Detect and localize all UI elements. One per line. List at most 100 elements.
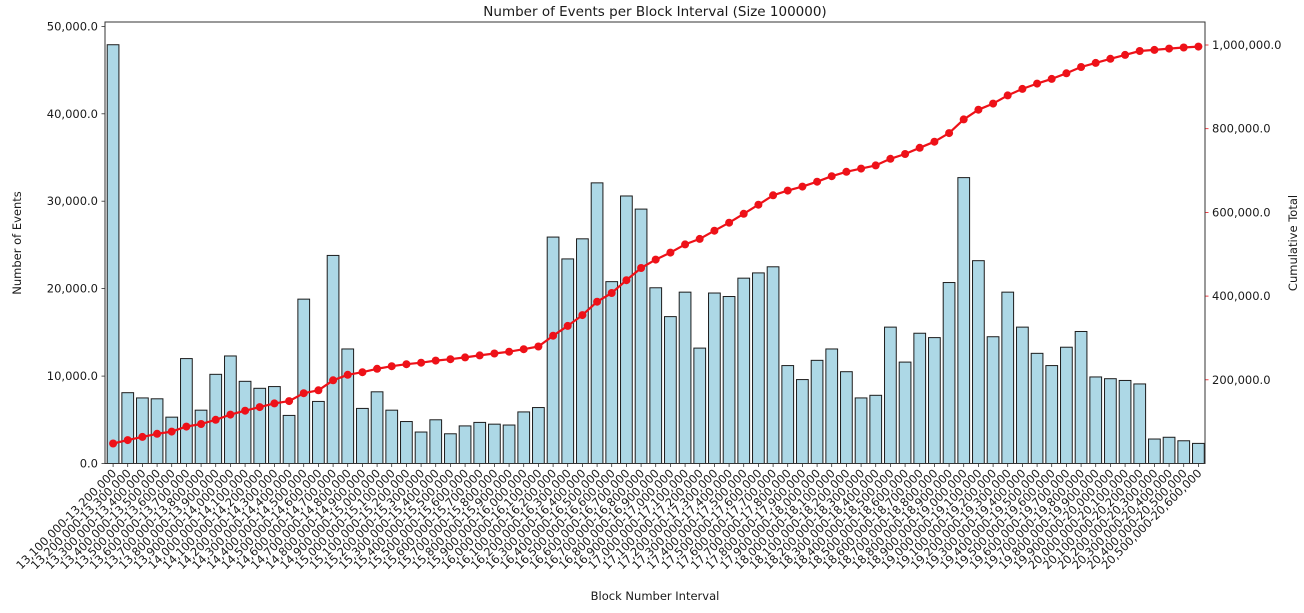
bar — [414, 431, 428, 464]
bar — [370, 391, 384, 464]
bar — [194, 409, 208, 465]
bar — [898, 361, 912, 464]
cumulative-point — [446, 355, 455, 364]
cumulative-point — [915, 143, 924, 152]
y-tick-label-right: 400,000.0 — [1212, 289, 1271, 303]
bar — [928, 337, 941, 464]
cumulative-point — [226, 410, 235, 419]
cumulative-point — [343, 370, 352, 379]
bar — [502, 424, 516, 464]
bar — [781, 365, 795, 464]
bar — [488, 423, 501, 465]
bar — [253, 387, 267, 464]
bar — [341, 348, 355, 464]
bar — [517, 411, 531, 465]
y-tick-label-left: 20,000.0 — [47, 282, 98, 296]
plot-generated-content: 13,100,000-13,200,00013,200,000-13,300,0… — [13, 19, 1281, 572]
cumulative-point — [255, 403, 264, 412]
cumulative-point — [373, 364, 382, 373]
cumulative-point — [959, 115, 968, 124]
cumulative-point — [739, 209, 748, 218]
cumulative-point — [1062, 69, 1071, 78]
bar — [1074, 330, 1088, 464]
bar — [913, 332, 927, 464]
bar — [1089, 376, 1103, 465]
y-tick-label-left: 30,000.0 — [47, 194, 98, 208]
bar — [590, 182, 604, 465]
cumulative-point — [1003, 91, 1012, 100]
cumulative-point — [622, 276, 631, 285]
cumulative-point — [387, 362, 396, 371]
bar — [693, 347, 707, 465]
cumulative-point — [138, 432, 147, 441]
cumulative-point — [1018, 84, 1027, 93]
cumulative-point — [417, 358, 426, 367]
bar — [649, 287, 663, 464]
cumulative-point — [666, 248, 675, 257]
cumulative-point — [241, 406, 250, 415]
bar — [385, 409, 399, 465]
bar — [810, 359, 824, 464]
bar — [884, 326, 897, 464]
bar — [796, 379, 809, 465]
bar — [1192, 442, 1205, 465]
cumulative-point — [1106, 54, 1115, 63]
cumulative-point — [842, 167, 851, 176]
cumulative-point — [519, 345, 528, 354]
bar — [840, 371, 853, 465]
y-tick-label-left: 10,000.0 — [47, 369, 98, 383]
bar — [165, 416, 179, 465]
bar — [444, 433, 457, 464]
cumulative-point — [813, 177, 822, 186]
bar — [532, 407, 545, 464]
bar — [620, 195, 633, 464]
bar — [1177, 440, 1191, 464]
bar — [1133, 383, 1147, 464]
cumulative-point — [123, 436, 132, 445]
cumulative-point — [886, 154, 895, 163]
bar — [737, 277, 751, 464]
cumulative-point — [798, 182, 807, 191]
bar — [400, 421, 413, 465]
y-tick-label-right: 1,000,000.0 — [1212, 38, 1282, 52]
y-tick-label-left: 50,000.0 — [47, 19, 98, 33]
y-tick-label-right: 200,000.0 — [1212, 373, 1271, 387]
cumulative-point — [857, 164, 866, 173]
cumulative-point — [1077, 63, 1086, 71]
y-axis-label-right: Cumulative Total — [1286, 195, 1300, 291]
cumulative-point — [725, 218, 734, 227]
cumulative-point — [490, 349, 499, 358]
cumulative-point — [167, 427, 176, 436]
cumulative-point — [329, 376, 338, 385]
cumulative-point — [593, 297, 602, 306]
bar — [312, 400, 325, 464]
cumulative-point — [1165, 44, 1174, 53]
cumulative-point — [1194, 42, 1203, 51]
cumulative-point — [769, 191, 778, 200]
cumulative-point — [783, 186, 792, 195]
cumulative-point — [974, 105, 983, 114]
y-tick-label-right: 800,000.0 — [1212, 122, 1271, 136]
cumulative-point — [1135, 47, 1144, 55]
bar — [282, 414, 296, 465]
cumulative-point — [197, 420, 206, 428]
bar — [576, 238, 589, 464]
y-axis-label-left: Number of Events — [10, 191, 24, 295]
bar — [986, 336, 1000, 465]
bar — [561, 258, 575, 465]
bar — [1045, 365, 1059, 464]
cumulative-point — [607, 289, 616, 297]
bar — [854, 397, 868, 464]
cumulative-point — [1091, 58, 1100, 67]
bar — [605, 281, 619, 464]
cumulative-point — [1047, 74, 1056, 83]
cumulative-point — [754, 200, 763, 209]
cumulative-point — [578, 311, 587, 320]
cumulative-point — [695, 234, 704, 243]
cumulative-point — [182, 422, 191, 431]
bar — [1060, 346, 1073, 464]
bar — [473, 421, 487, 465]
bar — [224, 355, 237, 464]
bar — [1001, 291, 1015, 464]
cumulative-point — [358, 368, 367, 377]
